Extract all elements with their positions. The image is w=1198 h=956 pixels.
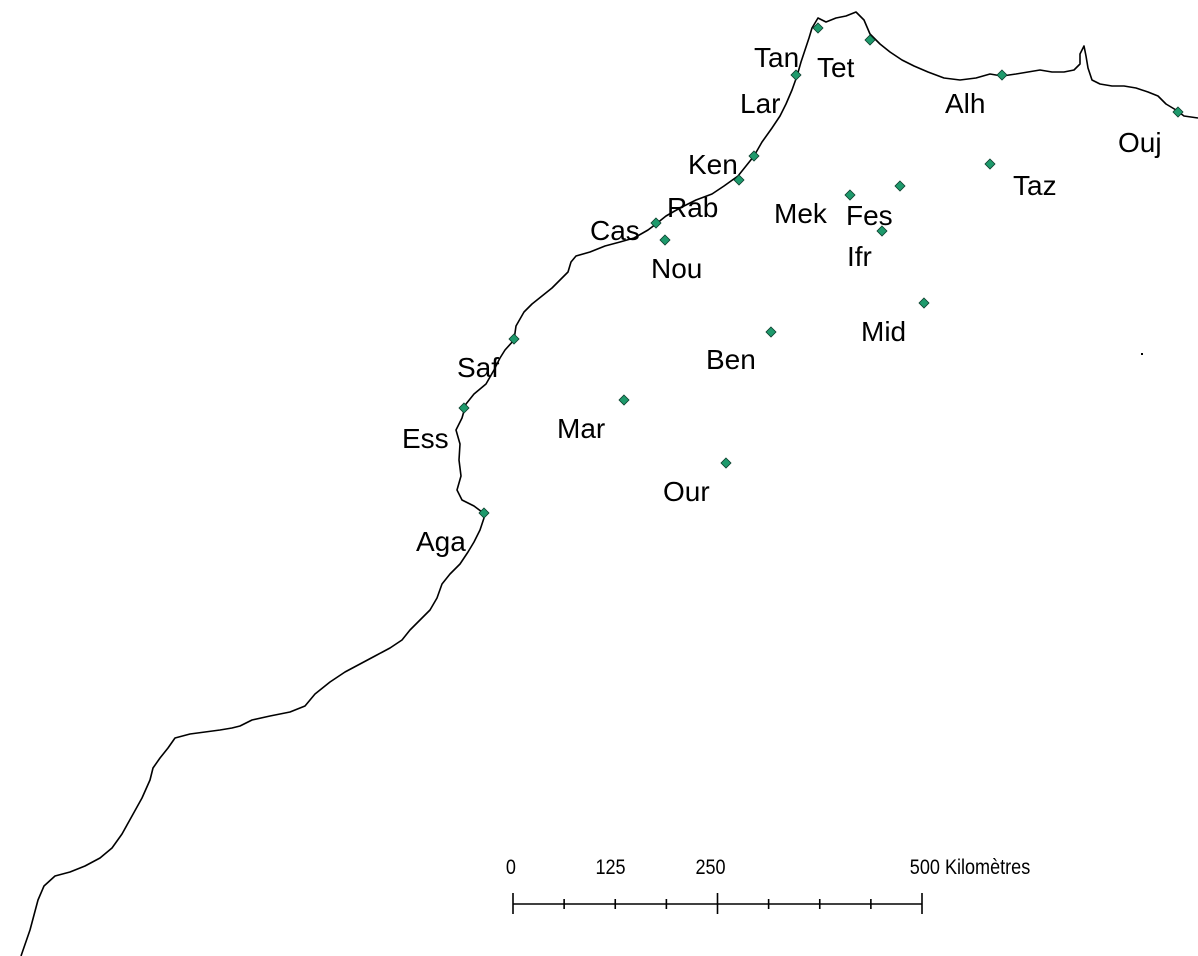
city-label: Cas: [590, 215, 640, 246]
city-marrakech: Mar: [557, 394, 630, 444]
city-meknes: Mek: [774, 189, 856, 229]
city-taza: Taz: [984, 158, 1057, 201]
city-ouarzazate: Our: [663, 457, 732, 507]
city-benimellal: Ben: [706, 326, 777, 375]
city-label: Nou: [651, 253, 702, 284]
city-marker: [918, 297, 930, 309]
city-label: Mid: [861, 316, 906, 347]
city-label: Our: [663, 476, 710, 507]
scale-bar-label: 125: [595, 856, 625, 880]
city-marker: [765, 326, 777, 338]
city-marker: [894, 180, 906, 192]
city-marker: [864, 34, 876, 46]
city-label: Taz: [1013, 170, 1057, 201]
city-marker: [876, 225, 888, 237]
city-larache: Lar: [740, 69, 802, 119]
city-marker: [478, 507, 490, 519]
scale-bar-label: 250: [695, 856, 725, 880]
city-marker: [790, 69, 802, 81]
city-label: Alh: [945, 88, 985, 119]
city-safi: Saf: [457, 333, 520, 383]
city-label: Ifr: [847, 241, 872, 272]
city-marker: [650, 217, 662, 229]
city-marker: [618, 394, 630, 406]
city-label: Ken: [688, 149, 738, 180]
city-rabat: Rab: [667, 174, 745, 223]
scale-bar-label: 0: [506, 856, 516, 880]
city-marker: [1172, 106, 1184, 118]
city-marker: [659, 234, 671, 246]
city-marker: [996, 69, 1008, 81]
city-oujda: Ouj: [1118, 106, 1184, 158]
cities-layer: Tan Tet Lar Alh Ouj Ken Rab Cas Nou Mek Fes Ifr Taz M…: [402, 22, 1184, 557]
city-label: Saf: [457, 352, 499, 383]
city-label: Ben: [706, 344, 756, 375]
city-marker: [733, 174, 745, 186]
city-nouaceur: Nou: [651, 234, 702, 284]
city-label: Ess: [402, 423, 449, 454]
city-label: Mar: [557, 413, 605, 444]
scale-bar-label: 500 Kilomètres: [910, 856, 1031, 880]
city-label: Fes: [846, 200, 893, 231]
city-label: Rab: [667, 192, 718, 223]
coastline: [20, 11, 1198, 956]
city-label: Aga: [416, 526, 466, 557]
city-marker: [458, 402, 470, 414]
city-marker: [844, 189, 856, 201]
city-essaouira: Ess: [402, 402, 470, 454]
city-label: Ouj: [1118, 127, 1162, 158]
city-agadir: Aga: [416, 507, 490, 557]
city-marker: [720, 457, 732, 469]
city-label: Tet: [817, 52, 855, 83]
city-label: Lar: [740, 88, 780, 119]
city-tetouan: Tet: [817, 34, 876, 83]
city-marker: [984, 158, 996, 170]
city-label: Tan: [754, 42, 799, 73]
city-marker: [508, 333, 520, 345]
map-speck: [1141, 353, 1143, 355]
city-ifrane: Ifr: [847, 225, 888, 272]
city-fes: Fes: [846, 180, 906, 231]
city-tanger: Tan: [754, 22, 824, 73]
city-marker: [812, 22, 824, 34]
city-kenitra: Ken: [688, 149, 760, 180]
city-label: Mek: [774, 198, 828, 229]
city-midelt: Mid: [861, 297, 930, 347]
city-marker: [748, 150, 760, 162]
city-casablanca: Cas: [590, 215, 662, 246]
city-alhoceima: Alh: [945, 69, 1008, 119]
scale-bar: 0 125 250 500 Kilomètres: [506, 856, 1031, 914]
